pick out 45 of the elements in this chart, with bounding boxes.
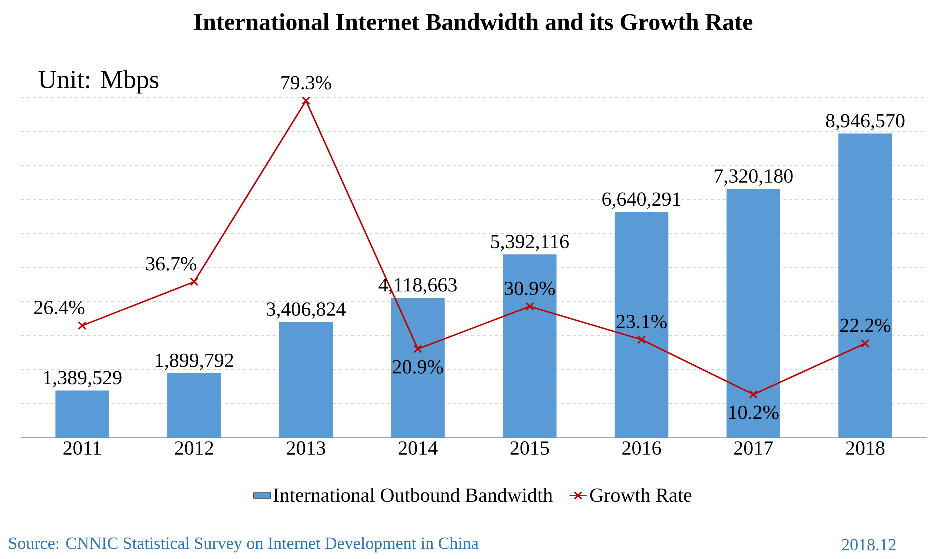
data-label: 30.9% <box>505 282 556 296</box>
point <box>526 302 534 311</box>
point <box>190 278 199 286</box>
source-note: Source: CNNIC Statistical Survey on Internet Development in China <box>9 537 479 553</box>
data-label: 6,640,291 <box>602 192 681 210</box>
chart-title: International Internet Bandwidth and its Growth Rate <box>194 14 753 30</box>
x-tick-label: 2015 <box>510 442 550 456</box>
point <box>861 339 870 348</box>
data-label: 23.1% <box>616 315 667 329</box>
data-label: 26.4% <box>34 301 85 315</box>
x-tick-label: 2016 <box>622 442 662 456</box>
point <box>637 336 646 344</box>
x-tick-label: 2017 <box>734 442 774 456</box>
data-label: 20.9% <box>393 360 444 374</box>
point <box>749 390 758 399</box>
point <box>414 344 422 354</box>
text: Unit: Mbps <box>38 70 159 94</box>
legend-label: International Outbound Bandwidth <box>274 488 553 502</box>
x-tick-label: 2011 <box>64 442 101 456</box>
data-label: 7,320,180 <box>714 170 793 186</box>
point <box>78 322 87 330</box>
bar <box>614 212 669 438</box>
text: 2018.12 <box>842 539 896 551</box>
point <box>302 96 311 106</box>
data-label: 1,389,529 <box>44 371 122 388</box>
x-tick-label: 2018 <box>846 442 885 456</box>
bar <box>56 390 110 438</box>
data-label: 79.3% <box>282 76 332 90</box>
x-tick-label: 2014 <box>398 442 438 456</box>
x-tick-label: 2013 <box>287 442 326 456</box>
data-label: 36.7% <box>146 257 196 271</box>
data-label: 1,899,792 <box>156 354 234 370</box>
data-label: 3,406,824 <box>267 302 346 319</box>
data-label: 10.2% <box>730 406 779 420</box>
legend-label: Growth Rate <box>590 488 692 502</box>
bar <box>726 189 780 438</box>
bar <box>503 254 557 438</box>
bar <box>391 298 445 438</box>
bar <box>168 373 222 438</box>
bar <box>279 322 334 438</box>
data-label: 5,392,116 <box>491 235 569 252</box>
x-tick-label: 2012 <box>175 442 214 456</box>
data-label: 8,946,570 <box>826 114 905 131</box>
bar <box>838 134 892 438</box>
data-label: 22.2% <box>840 318 891 332</box>
